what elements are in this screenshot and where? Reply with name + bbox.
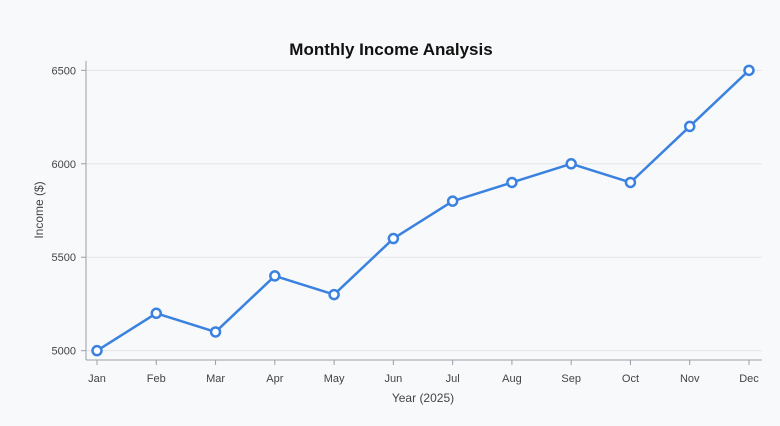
- data-point[interactable]: [743, 64, 755, 77]
- y-ticks: 5000 5500 6000 6500: [52, 65, 86, 358]
- data-point[interactable]: [446, 195, 459, 207]
- x-tick-label: Sep: [561, 373, 581, 385]
- x-tick-label: May: [324, 373, 345, 385]
- series-line: [95, 69, 751, 352]
- x-tick-label: Mar: [206, 373, 225, 385]
- y-tick-label: 5500: [52, 252, 76, 264]
- y-tick-label: 6500: [52, 65, 76, 77]
- y-tick-label: 6000: [52, 159, 76, 171]
- data-point[interactable]: [150, 307, 163, 320]
- x-tick-label: Oct: [622, 373, 639, 385]
- gridlines: [86, 69, 762, 352]
- data-point[interactable]: [209, 326, 222, 338]
- series: [91, 64, 755, 357]
- x-tick-label: Aug: [502, 373, 522, 385]
- chart-title: Monthly Income Analysis: [289, 40, 492, 59]
- x-tick-label: Dec: [739, 373, 759, 385]
- axes: [85, 61, 762, 361]
- x-axis-label: Year (2025): [392, 391, 454, 405]
- data-point[interactable]: [91, 344, 103, 357]
- data-point[interactable]: [269, 270, 281, 282]
- data-point[interactable]: [328, 288, 340, 301]
- x-tick-label: Jan: [88, 373, 106, 385]
- data-point[interactable]: [506, 176, 518, 189]
- x-tick-label: Jul: [446, 373, 460, 385]
- data-point[interactable]: [387, 232, 400, 245]
- data-point[interactable]: [683, 120, 696, 133]
- y-tick-label: 5000: [52, 346, 76, 358]
- data-point[interactable]: [565, 158, 577, 170]
- x-tick-label: Jun: [384, 373, 402, 385]
- x-tick-label: Feb: [147, 373, 166, 385]
- x-tick-label: Apr: [266, 373, 283, 385]
- x-tick-label: Nov: [680, 373, 700, 385]
- data-point[interactable]: [624, 176, 637, 189]
- y-axis-label: Income ($): [32, 181, 46, 238]
- x-ticks: Jan Feb Mar Apr May Jun Jul Aug Sep Oct Nov Dec: [88, 360, 759, 385]
